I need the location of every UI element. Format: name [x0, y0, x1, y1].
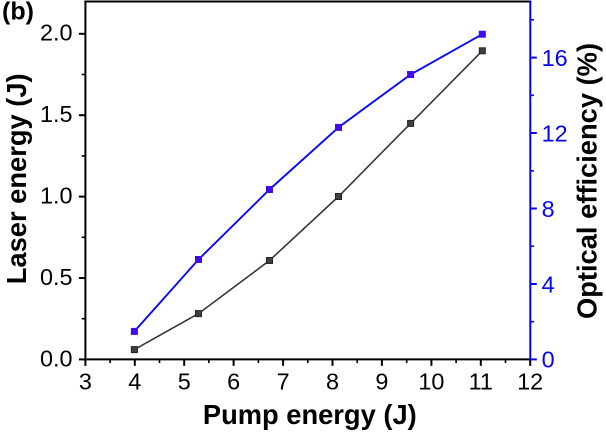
svg-text:0: 0 — [542, 347, 555, 373]
svg-text:10: 10 — [418, 369, 444, 395]
svg-text:4: 4 — [128, 369, 141, 395]
svg-text:4: 4 — [542, 271, 555, 297]
svg-text:Laser energy (J): Laser energy (J) — [1, 73, 32, 284]
svg-text:12: 12 — [542, 120, 568, 146]
svg-text:0.5: 0.5 — [40, 264, 73, 290]
svg-text:Pump energy (J): Pump energy (J) — [203, 399, 417, 430]
svg-text:2.0: 2.0 — [40, 20, 73, 46]
svg-text:(b): (b) — [2, 0, 34, 26]
svg-text:1.0: 1.0 — [40, 183, 73, 209]
svg-text:Optical efficiency (%): Optical efficiency (%) — [572, 43, 603, 319]
svg-text:7: 7 — [277, 369, 290, 395]
svg-text:6: 6 — [227, 369, 240, 395]
svg-text:3: 3 — [79, 369, 92, 395]
svg-text:9: 9 — [375, 369, 388, 395]
svg-text:8: 8 — [326, 369, 339, 395]
svg-text:8: 8 — [542, 196, 555, 222]
svg-text:0.0: 0.0 — [40, 345, 73, 371]
svg-text:1.5: 1.5 — [40, 101, 73, 127]
svg-text:11: 11 — [469, 369, 493, 395]
svg-text:5: 5 — [178, 369, 191, 395]
svg-text:16: 16 — [542, 45, 568, 71]
svg-text:12: 12 — [517, 369, 543, 395]
